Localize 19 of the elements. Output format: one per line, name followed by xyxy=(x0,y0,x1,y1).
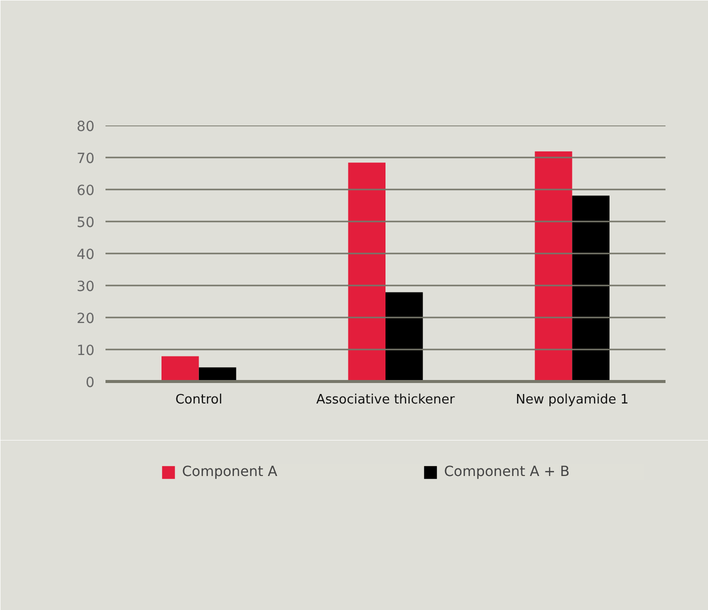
y-tick-label: 40 xyxy=(76,247,95,263)
y-tick-label: 0 xyxy=(86,375,95,391)
bar xyxy=(348,162,386,382)
bar xyxy=(162,356,199,382)
y-tick-label: 30 xyxy=(76,279,95,295)
y-tick-label: 80 xyxy=(76,119,95,135)
bar xyxy=(572,196,610,382)
y-tick-label: 60 xyxy=(76,183,95,199)
bar xyxy=(534,151,572,382)
x-tick-label: New polyamide 1 xyxy=(516,392,629,408)
legend-label: Component A + B xyxy=(444,464,571,480)
legend-label: Component A xyxy=(182,464,278,480)
y-tick-label: 50 xyxy=(76,215,95,231)
bar xyxy=(386,292,423,382)
y-tick-label: 10 xyxy=(76,343,95,359)
y-tick-label: 70 xyxy=(76,151,95,167)
x-tick-label: Associative thickener xyxy=(316,392,456,408)
y-tick-label: 20 xyxy=(76,311,95,327)
x-tick-label: Control xyxy=(175,392,222,408)
